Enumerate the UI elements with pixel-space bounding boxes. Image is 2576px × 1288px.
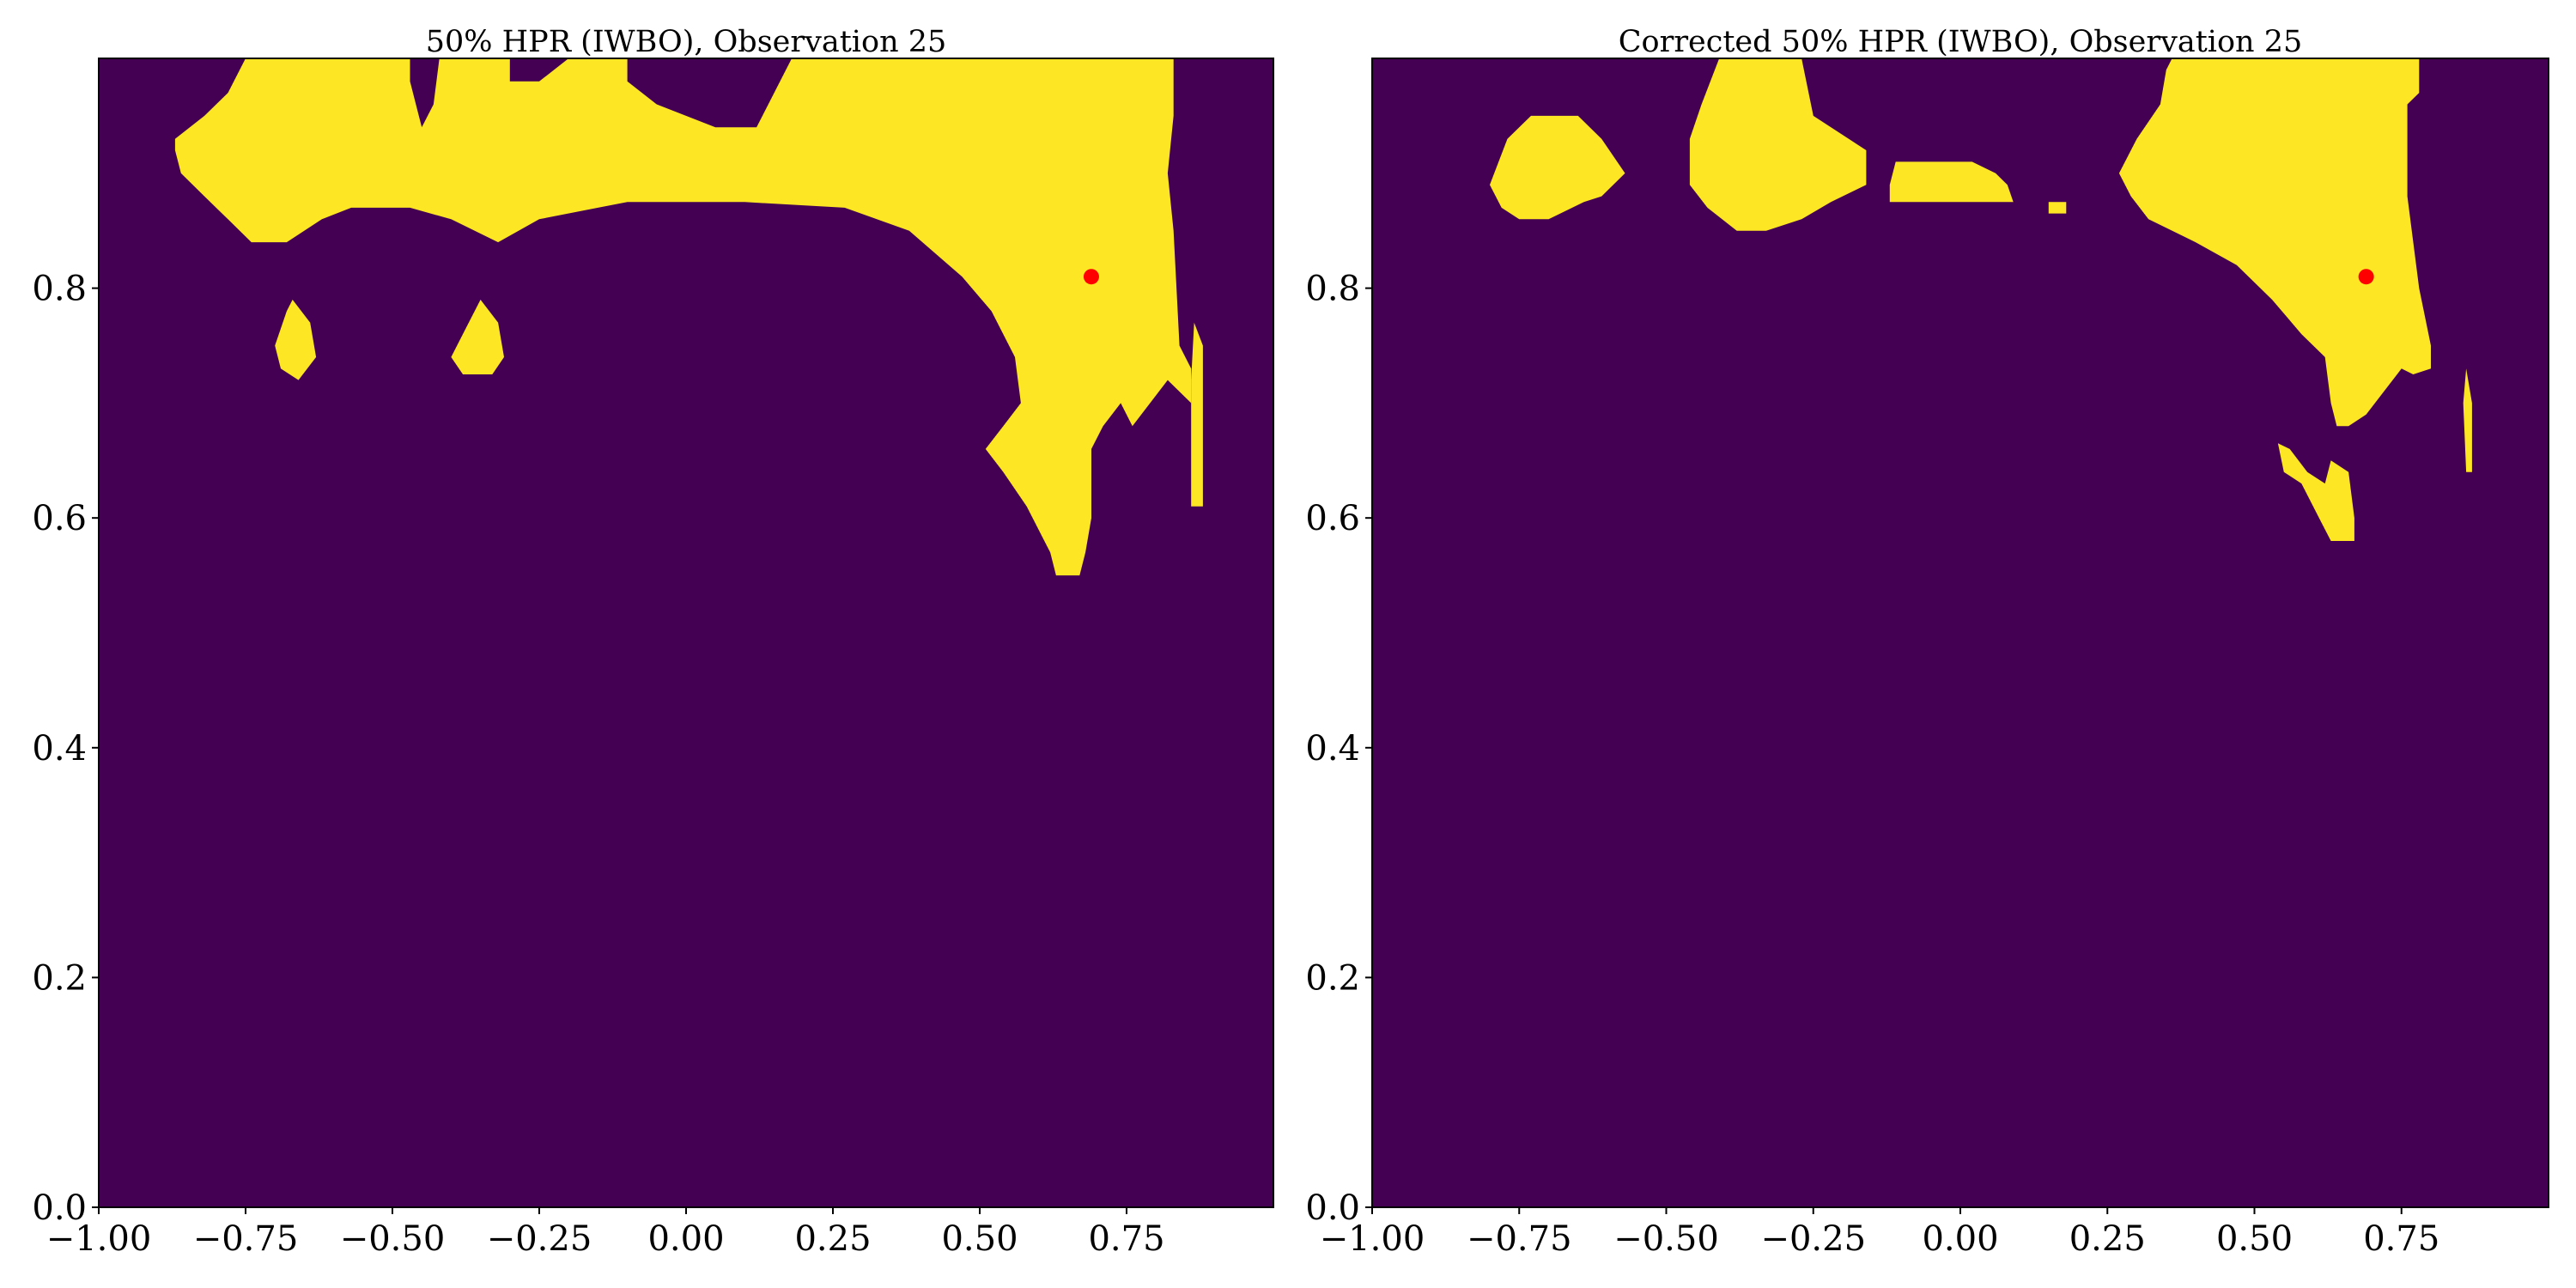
x-tick-label: 0.50 <box>2216 1219 2293 1259</box>
y-tick-label: 0.4 <box>1305 729 1360 769</box>
marker-layer <box>2358 269 2374 285</box>
region-layer <box>174 58 1203 576</box>
x-tick-label: 0.75 <box>2363 1219 2439 1259</box>
x-axis: −1.00 −0.75 −0.50 −0.25 0.00 0.25 0.50 0.75 <box>46 1207 1165 1259</box>
hpr-region-4 <box>1191 322 1203 507</box>
chart-title: Corrected 50% HPR (IWBO), Observation 25 <box>1619 25 2303 59</box>
x-tick-label: 0.00 <box>647 1219 724 1259</box>
y-tick-label: 0.2 <box>1305 958 1360 998</box>
hpr-region-1 <box>174 58 1192 576</box>
x-tick-label: −1.00 <box>1320 1219 1425 1259</box>
y-tick-label: 0.8 <box>32 270 87 309</box>
x-tick-label: −0.50 <box>340 1219 446 1259</box>
observation-marker <box>1083 269 1099 285</box>
hpr-region-3 <box>1889 161 2014 203</box>
observation-marker <box>2358 269 2374 285</box>
x-tick-label: 0.50 <box>941 1219 1018 1259</box>
y-tick-label: 0.6 <box>32 499 87 538</box>
panel-left: 50% HPR (IWBO), Observation 25 −1.00 −0.7… <box>32 25 1274 1259</box>
panel-right: Corrected 50% HPR (IWBO), Observation 25… <box>1305 25 2549 1259</box>
x-tick-label: −0.25 <box>1760 1219 1866 1259</box>
chart-title: 50% HPR (IWBO), Observation 25 <box>426 25 947 59</box>
hpr-region-7 <box>2277 443 2354 541</box>
x-tick-label: −0.75 <box>1467 1219 1572 1259</box>
hpr-region-2 <box>1689 58 1867 231</box>
x-tick-label: −0.75 <box>193 1219 299 1259</box>
x-tick-label: −1.00 <box>46 1219 152 1259</box>
y-axis: 0.0 0.2 0.4 0.6 0.8 <box>32 270 99 1228</box>
x-tick-label: 0.25 <box>2069 1219 2146 1259</box>
x-tick-label: 0.25 <box>794 1219 871 1259</box>
y-tick-label: 0.8 <box>1305 270 1360 309</box>
region-layer <box>1490 58 2472 541</box>
x-tick-label: −0.50 <box>1613 1219 1719 1259</box>
hpr-region-5 <box>2118 58 2431 427</box>
hpr-region-3 <box>451 300 504 374</box>
y-tick-label: 0.2 <box>32 958 87 998</box>
y-tick-label: 0.0 <box>32 1188 87 1228</box>
y-tick-label: 0.0 <box>1305 1188 1360 1228</box>
hpr-region-1 <box>1490 115 1625 220</box>
x-axis: −1.00 −0.75 −0.50 −0.25 0.00 0.25 0.50 0.75 <box>1320 1207 2439 1259</box>
y-tick-label: 0.6 <box>1305 499 1360 538</box>
y-tick-label: 0.4 <box>32 729 87 769</box>
x-tick-label: 0.75 <box>1088 1219 1164 1259</box>
y-axis: 0.0 0.2 0.4 0.6 0.8 <box>1305 270 1372 1228</box>
hpr-region-6 <box>2463 368 2472 472</box>
x-tick-label: −0.25 <box>487 1219 592 1259</box>
marker-layer <box>1083 269 1099 285</box>
hpr-region-2 <box>275 300 317 380</box>
hpr-region-4 <box>2048 202 2067 214</box>
x-tick-label: 0.00 <box>1922 1219 1998 1259</box>
